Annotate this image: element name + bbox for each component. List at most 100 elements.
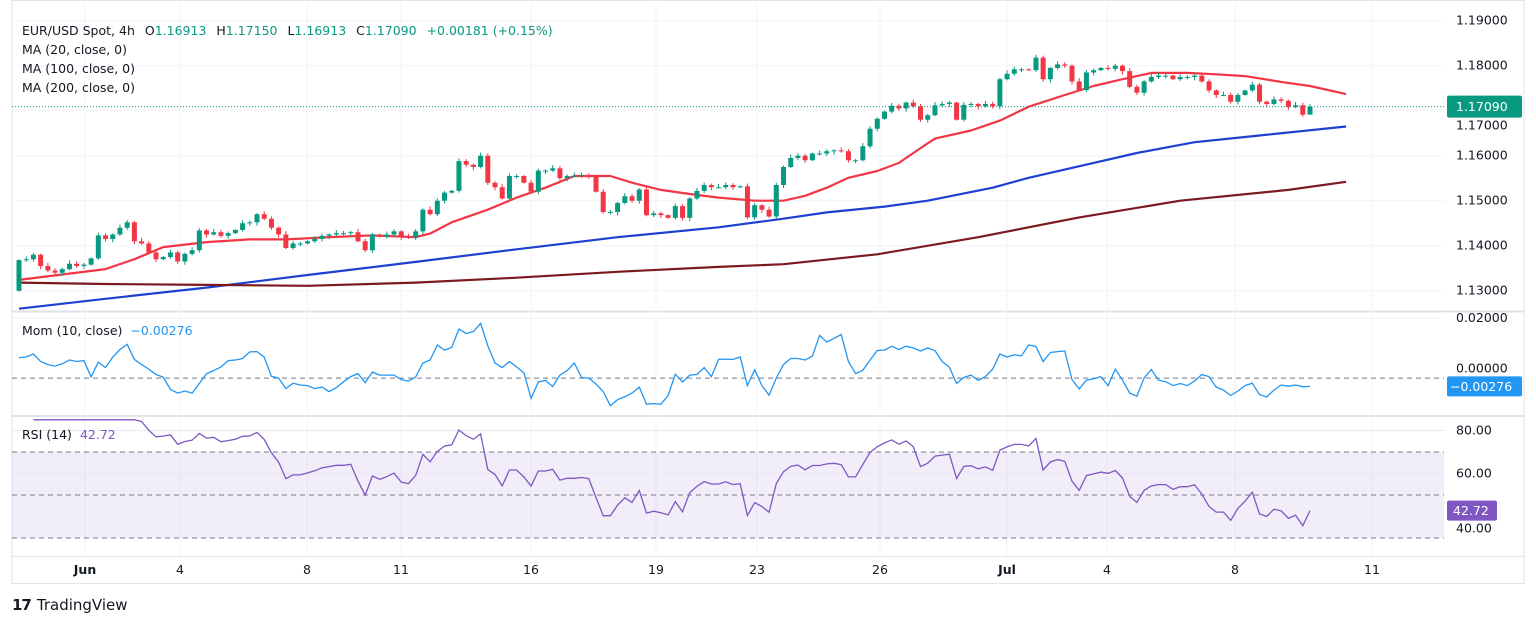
candle-body [326, 234, 332, 236]
candle-body [276, 227, 282, 235]
candle [600, 188, 606, 214]
tradingview-logo[interactable]: 17 TradingView [12, 596, 128, 614]
candle [427, 206, 433, 216]
candle-body [643, 189, 649, 216]
candle [218, 229, 224, 238]
candle-body [658, 213, 664, 216]
ma100-legend[interactable]: MA (100, close, 0) [22, 61, 135, 76]
tradingview-logo-icon: 17 [12, 596, 32, 614]
candle-body [939, 103, 945, 106]
candle-body [1285, 100, 1291, 108]
candle-body [1156, 75, 1162, 77]
candle [52, 268, 58, 275]
candle [889, 102, 895, 114]
candle [333, 230, 339, 236]
candle-body [550, 168, 556, 171]
change-value: +0.00181 (+0.15%) [426, 23, 553, 38]
candle-body [218, 232, 224, 236]
candle [1278, 97, 1284, 104]
candle [1076, 78, 1082, 92]
price-axis-label: 1.17000 [1456, 118, 1508, 133]
candle-body [723, 184, 729, 188]
candle-body [211, 232, 217, 235]
candle-body [283, 234, 289, 248]
mom-legend[interactable]: Mom (10, close) −0.00276 [22, 321, 193, 340]
candle-body [809, 153, 815, 161]
candle [672, 203, 678, 220]
candle-body [860, 146, 866, 161]
candle [1098, 67, 1104, 72]
candle-body [889, 105, 895, 112]
candle-body [1300, 105, 1306, 115]
candle [925, 113, 931, 123]
candle-body [485, 155, 491, 183]
candle-body [1170, 75, 1176, 80]
candle [160, 256, 166, 261]
candle [485, 153, 491, 185]
candle-body [752, 205, 758, 218]
candle-body [845, 151, 851, 161]
candle [932, 101, 938, 117]
candle-body [571, 175, 577, 177]
candle [680, 204, 686, 221]
candle [66, 260, 72, 271]
rsi-legend[interactable]: RSI (14) 42.72 [22, 425, 116, 444]
candle [615, 201, 621, 216]
candle [1192, 74, 1198, 81]
candle-body [622, 196, 628, 203]
candle [38, 253, 44, 270]
candle [737, 185, 743, 189]
candle [867, 126, 873, 149]
candle-body [232, 229, 238, 234]
candle [290, 240, 296, 250]
candle-body [766, 209, 772, 217]
time-axis-label: Jun [73, 562, 96, 577]
candle-body [456, 161, 462, 191]
candle-body [369, 234, 375, 251]
candle-body [23, 259, 29, 261]
candle [268, 216, 274, 230]
candle [1206, 79, 1212, 93]
candle [167, 249, 173, 259]
candle-body [1047, 67, 1053, 80]
candle-body [946, 102, 952, 104]
candle-body [355, 232, 361, 242]
close-value: 1.17090 [364, 23, 417, 38]
candle [708, 183, 714, 191]
candle-body [961, 104, 967, 120]
time-axis-label: 8 [1231, 562, 1239, 577]
candle-body [1011, 69, 1017, 74]
candle-body [932, 105, 938, 116]
rsi-value-text: 42.72 [1453, 503, 1489, 518]
candle [521, 175, 527, 184]
momentum-line [18, 322, 1311, 407]
candle-body [881, 111, 887, 119]
candle-body [463, 161, 469, 165]
candle [1293, 101, 1299, 109]
candle-body [167, 252, 173, 257]
candle [1257, 82, 1263, 105]
candle-body [312, 238, 318, 242]
candle-body [521, 175, 527, 183]
candle [247, 220, 253, 226]
ma200-legend[interactable]: MA (200, close, 0) [22, 80, 135, 95]
candle [139, 237, 145, 245]
candle [456, 158, 462, 193]
ma20-legend[interactable]: MA (20, close, 0) [22, 42, 128, 57]
mom-axis-label: 0.00000 [1456, 360, 1508, 375]
candle-body [1220, 94, 1226, 96]
candle [103, 233, 109, 242]
candle-body [817, 153, 823, 155]
candle [1004, 70, 1010, 81]
candle [990, 101, 996, 109]
candle [1134, 84, 1140, 95]
open-value: 1.16913 [154, 23, 207, 38]
ma200-line [18, 180, 1347, 287]
candle-body [564, 175, 570, 179]
time-axis-label: 16 [523, 562, 539, 577]
candle-body [1083, 72, 1089, 91]
candle [622, 193, 628, 205]
candle [1119, 64, 1125, 75]
candle-body [542, 170, 548, 172]
